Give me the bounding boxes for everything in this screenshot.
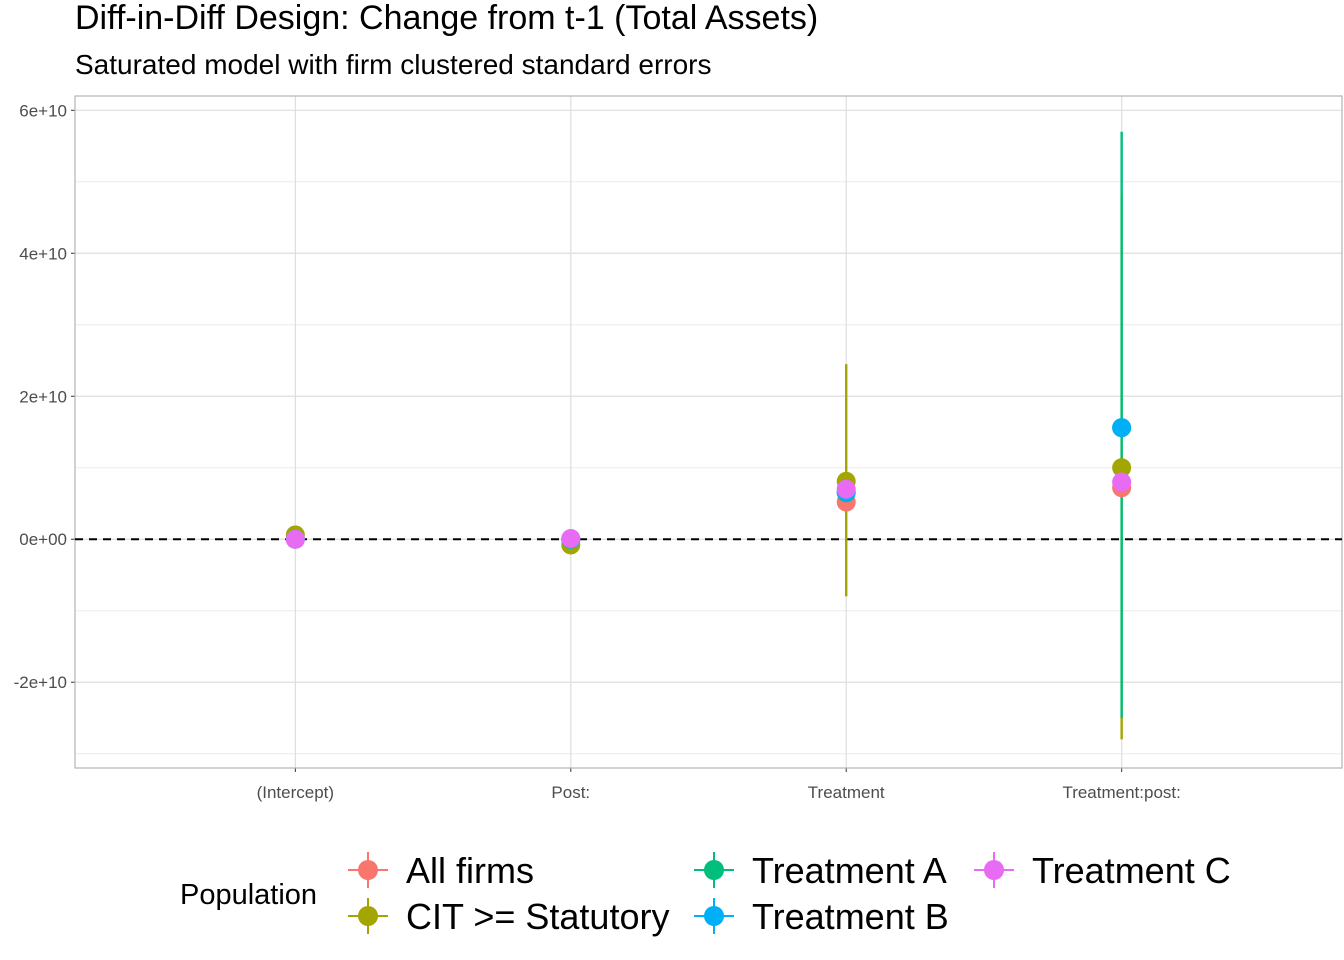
y-tick-label: 2e+10 [19, 387, 67, 406]
legend-label: Treatment B [752, 896, 949, 937]
legend-key-point [358, 906, 378, 926]
x-tick-label: Treatment:post: [1062, 783, 1180, 802]
legend-key-point [984, 860, 1004, 880]
x-tick-label: (Intercept) [257, 783, 334, 802]
data-point [836, 479, 856, 499]
legend-item: Treatment A [694, 850, 947, 891]
x-tick-label: Treatment [808, 783, 885, 802]
legend-label: All firms [406, 850, 534, 891]
legend-title: Population [180, 879, 317, 911]
legend-item: Treatment B [694, 896, 949, 937]
legend-item: Treatment C [974, 850, 1231, 891]
data-point [561, 529, 581, 549]
legend-item: All firms [348, 850, 534, 891]
y-tick-label: -2e+10 [14, 673, 67, 692]
y-tick-label: 6e+10 [19, 101, 67, 120]
plot-area: -2e+10 0e+00 2e+10 4e+10 6e+10 (Intercept) Pos… [14, 95, 1343, 802]
panel-border [74, 95, 1343, 769]
data-point [285, 529, 305, 549]
chart-title: Diff-in-Diff Design: Change from t-1 (To… [75, 0, 818, 37]
legend-label: Treatment C [1032, 850, 1231, 891]
x-tick-label: Post: [551, 783, 590, 802]
legend-label: Treatment A [752, 850, 947, 891]
data-point [1112, 458, 1132, 478]
data-point [1112, 472, 1132, 492]
data-point [1112, 418, 1132, 438]
y-tick-label: 4e+10 [19, 244, 67, 263]
legend-key-point [704, 906, 724, 926]
legend-item: CIT >= Statutory [348, 896, 669, 937]
legend: Population All firms CIT >= Statutory Trea… [180, 850, 1231, 937]
chart-subtitle: Saturated model with firm clustered stan… [75, 49, 712, 80]
legend-key-point [704, 860, 724, 880]
legend-label: CIT >= Statutory [406, 896, 669, 937]
y-tick-label: 0e+00 [19, 530, 67, 549]
legend-key-point [358, 860, 378, 880]
